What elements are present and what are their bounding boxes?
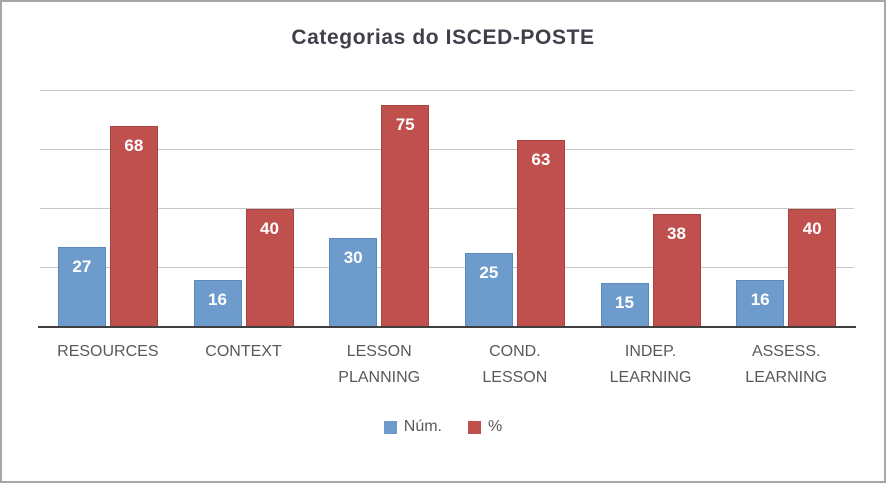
bar-value-label: 15 xyxy=(615,292,634,312)
bar-value-label: 40 xyxy=(802,218,822,238)
bar-%-0: 68 xyxy=(109,125,158,327)
bar-value-label: 30 xyxy=(343,248,363,268)
bar-group-3: 25 63 xyxy=(447,90,583,327)
bar-group-2: 30 75 xyxy=(311,90,447,327)
gridline-20 xyxy=(40,267,854,269)
x-axis-line xyxy=(38,326,856,328)
bar-%-3: 63 xyxy=(516,140,565,327)
legend-label: Núm. xyxy=(403,418,442,435)
bar-group-4: 15 38 xyxy=(583,90,719,327)
x-tick-label-5: ASSESS. LEARNING xyxy=(745,343,828,386)
legend-item-%: % xyxy=(468,418,502,436)
bar-groups: 27 68 16 40 30 75 25 63 15 38 16 40 xyxy=(40,90,854,327)
bar-Núm.-0: 27 xyxy=(57,247,106,327)
bar-group-0: 27 68 xyxy=(40,90,176,327)
bar-group-1: 16 40 xyxy=(176,90,312,327)
bar-value-label: 27 xyxy=(72,257,92,277)
x-axis-labels: RESOURCES CONTEXT LESSON PLANNING COND. LES… xyxy=(40,339,854,390)
plot-area: 27 68 16 40 30 75 25 63 15 38 16 40 xyxy=(38,89,856,328)
bar-value-label: 38 xyxy=(667,224,686,244)
bar-%-5: 40 xyxy=(788,208,837,327)
x-tick-label-1: CONTEXT xyxy=(205,343,282,360)
bar-Núm.-2: 30 xyxy=(329,238,378,327)
bar-value-label: 16 xyxy=(750,289,770,309)
gridline-80 xyxy=(40,89,854,91)
bar-Núm.-1: 16 xyxy=(193,279,242,327)
legend-swatch-icon xyxy=(383,420,397,434)
x-tick-label-3: COND. LESSON xyxy=(482,343,548,386)
bar-value-label: 25 xyxy=(479,262,499,282)
bar-Núm.-5: 16 xyxy=(736,279,785,327)
bar-value-label: 63 xyxy=(531,150,551,170)
bar-value-label: 16 xyxy=(208,289,227,309)
bar-%-1: 40 xyxy=(245,208,294,327)
chart-title: Categorias do ISCED-POSTE xyxy=(291,26,595,49)
x-tick-label-4: INDEP. LEARNING xyxy=(609,343,692,386)
legend-label: % xyxy=(488,418,503,435)
bar-value-label: 40 xyxy=(260,218,279,238)
legend-swatch-icon xyxy=(468,420,481,434)
gridline-40 xyxy=(40,208,854,209)
bar-%-2: 75 xyxy=(381,104,430,327)
x-tick-label-2: LESSON PLANNING xyxy=(338,343,421,386)
bar-group-5: 16 40 xyxy=(718,90,854,327)
bar-value-label: 68 xyxy=(124,135,144,155)
bar-Núm.-3: 25 xyxy=(464,252,513,327)
bar-%-4: 38 xyxy=(652,214,701,327)
bar-value-label: 75 xyxy=(395,114,415,134)
legend: Núm.% xyxy=(2,418,884,436)
gridline-60 xyxy=(40,148,854,150)
x-tick-label-0: RESOURCES xyxy=(57,343,159,360)
legend-item-Núm.: Núm. xyxy=(383,418,442,436)
bar-Núm.-4: 15 xyxy=(600,282,649,327)
